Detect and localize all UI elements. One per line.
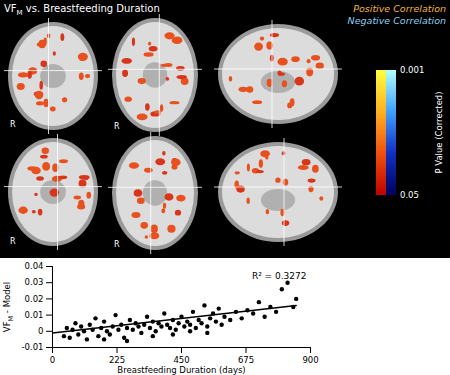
- svg-text:0: 0: [38, 326, 43, 336]
- svg-text:-0.01: -0.01: [22, 342, 44, 352]
- svg-text:450: 450: [173, 355, 189, 365]
- svg-text:675: 675: [238, 355, 254, 365]
- svg-text:Negative Correlation: Negative Correlation: [348, 15, 446, 26]
- svg-text:0.02: 0.02: [25, 294, 44, 304]
- svg-text:900: 900: [302, 355, 318, 365]
- svg-text:0: 0: [50, 355, 55, 365]
- svg-text:R: R: [10, 120, 16, 129]
- svg-text:VFM vs. Breastfeeding Duration: VFM vs. Breastfeeding Duration: [4, 3, 160, 17]
- svg-text:VFM - Model: VFM - Model: [2, 282, 15, 332]
- svg-text:R: R: [114, 240, 120, 249]
- svg-text:225: 225: [109, 355, 125, 365]
- svg-text:R: R: [10, 237, 16, 246]
- svg-text:0.04: 0.04: [25, 261, 44, 271]
- svg-text:R² = 0.3272: R² = 0.3272: [252, 271, 307, 281]
- svg-text:P Value (Corrected): P Value (Corrected): [434, 91, 444, 173]
- svg-text:0.03: 0.03: [25, 277, 44, 287]
- svg-text:R: R: [114, 122, 120, 131]
- svg-text:Breastfeeding Duration (days): Breastfeeding Duration (days): [117, 365, 245, 375]
- svg-text:Positive Correlation: Positive Correlation: [353, 3, 446, 14]
- svg-text:0.001: 0.001: [400, 65, 424, 75]
- svg-text:0.01: 0.01: [25, 310, 44, 320]
- svg-text:0.05: 0.05: [400, 190, 419, 200]
